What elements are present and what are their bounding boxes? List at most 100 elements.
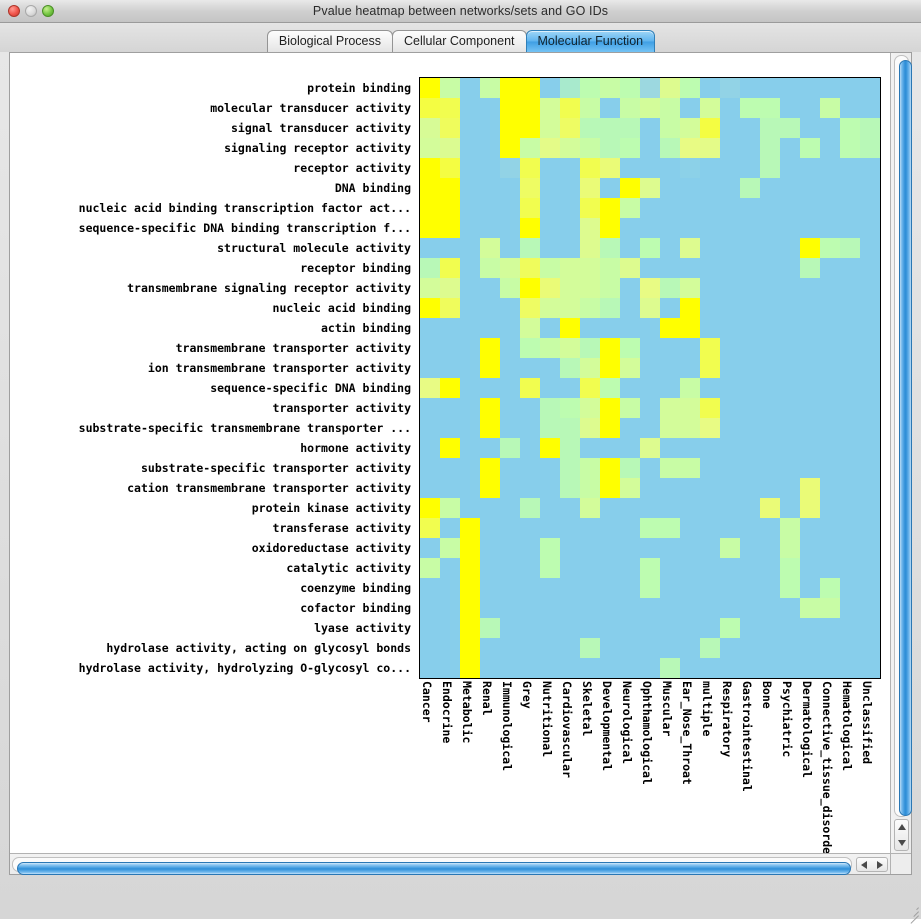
- heatmap-cell[interactable]: [780, 458, 800, 478]
- heatmap-cell[interactable]: [500, 138, 520, 158]
- heatmap-cell[interactable]: [660, 338, 680, 358]
- heatmap-cell[interactable]: [780, 118, 800, 138]
- heatmap-cell[interactable]: [680, 438, 700, 458]
- heatmap-cell[interactable]: [420, 338, 440, 358]
- heatmap-cell[interactable]: [680, 638, 700, 658]
- heatmap-cell[interactable]: [600, 258, 620, 278]
- heatmap-cell[interactable]: [420, 558, 440, 578]
- heatmap-cell[interactable]: [480, 638, 500, 658]
- heatmap-cell[interactable]: [420, 238, 440, 258]
- heatmap-cell[interactable]: [800, 318, 820, 338]
- heatmap-cell[interactable]: [440, 358, 460, 378]
- heatmap-cell[interactable]: [840, 298, 860, 318]
- heatmap-cell[interactable]: [760, 198, 780, 218]
- heatmap-cell[interactable]: [760, 438, 780, 458]
- heatmap-cell[interactable]: [500, 78, 520, 98]
- heatmap-cell[interactable]: [620, 398, 640, 418]
- horizontal-scrollbar[interactable]: [10, 853, 890, 875]
- heatmap-cell[interactable]: [460, 118, 480, 138]
- heatmap-cell[interactable]: [620, 498, 640, 518]
- heatmap-cell[interactable]: [820, 298, 840, 318]
- heatmap-cell[interactable]: [820, 198, 840, 218]
- heatmap-cell[interactable]: [540, 438, 560, 458]
- heatmap-cell[interactable]: [520, 218, 540, 238]
- heatmap-cell[interactable]: [860, 158, 880, 178]
- heatmap-cell[interactable]: [520, 258, 540, 278]
- heatmap-cell[interactable]: [500, 518, 520, 538]
- heatmap-cell[interactable]: [440, 598, 460, 618]
- heatmap-cell[interactable]: [840, 218, 860, 238]
- heatmap-cell[interactable]: [760, 98, 780, 118]
- heatmap-cell[interactable]: [640, 138, 660, 158]
- heatmap-cell[interactable]: [840, 258, 860, 278]
- heatmap-cell[interactable]: [440, 118, 460, 138]
- heatmap-cell[interactable]: [460, 318, 480, 338]
- heatmap-cell[interactable]: [620, 518, 640, 538]
- scroll-up-icon[interactable]: [897, 824, 906, 830]
- heatmap-cell[interactable]: [720, 318, 740, 338]
- heatmap-cell[interactable]: [620, 578, 640, 598]
- heatmap-cell[interactable]: [640, 338, 660, 358]
- heatmap-cell[interactable]: [740, 558, 760, 578]
- heatmap-cell[interactable]: [680, 318, 700, 338]
- heatmap-cell[interactable]: [660, 478, 680, 498]
- heatmap-cell[interactable]: [640, 358, 660, 378]
- heatmap-cell[interactable]: [680, 458, 700, 478]
- heatmap-cell[interactable]: [560, 118, 580, 138]
- scroll-down-icon[interactable]: [897, 840, 906, 846]
- heatmap-cell[interactable]: [840, 618, 860, 638]
- heatmap-cell[interactable]: [480, 378, 500, 398]
- heatmap-cell[interactable]: [560, 498, 580, 518]
- heatmap-cell[interactable]: [720, 378, 740, 398]
- heatmap-cell[interactable]: [660, 198, 680, 218]
- heatmap-cell[interactable]: [800, 338, 820, 358]
- heatmap-cell[interactable]: [780, 558, 800, 578]
- heatmap-cell[interactable]: [600, 98, 620, 118]
- heatmap-cell[interactable]: [760, 418, 780, 438]
- heatmap-cell[interactable]: [840, 658, 860, 678]
- heatmap-cell[interactable]: [520, 498, 540, 518]
- heatmap-cell[interactable]: [620, 358, 640, 378]
- heatmap-cell[interactable]: [500, 98, 520, 118]
- heatmap-cell[interactable]: [560, 338, 580, 358]
- heatmap-cell[interactable]: [760, 258, 780, 278]
- heatmap-cell[interactable]: [560, 178, 580, 198]
- heatmap-cell[interactable]: [720, 118, 740, 138]
- heatmap-cell[interactable]: [840, 578, 860, 598]
- heatmap-cell[interactable]: [480, 278, 500, 298]
- heatmap-cell[interactable]: [440, 178, 460, 198]
- heatmap-cell[interactable]: [800, 258, 820, 278]
- heatmap-cell[interactable]: [460, 218, 480, 238]
- heatmap-cell[interactable]: [640, 458, 660, 478]
- heatmap-cell[interactable]: [560, 78, 580, 98]
- heatmap-cell[interactable]: [840, 478, 860, 498]
- heatmap-cell[interactable]: [640, 98, 660, 118]
- heatmap-cell[interactable]: [860, 338, 880, 358]
- heatmap-cell[interactable]: [640, 78, 660, 98]
- heatmap-cell[interactable]: [740, 538, 760, 558]
- heatmap-cell[interactable]: [540, 298, 560, 318]
- heatmap-cell[interactable]: [500, 358, 520, 378]
- heatmap-cell[interactable]: [540, 518, 560, 538]
- heatmap-cell[interactable]: [660, 638, 680, 658]
- heatmap-cell[interactable]: [720, 78, 740, 98]
- heatmap-cell[interactable]: [840, 458, 860, 478]
- heatmap-cell[interactable]: [840, 278, 860, 298]
- heatmap-cell[interactable]: [460, 278, 480, 298]
- heatmap-cell[interactable]: [420, 398, 440, 418]
- heatmap-cell[interactable]: [540, 558, 560, 578]
- heatmap-cell[interactable]: [480, 558, 500, 578]
- heatmap-cell[interactable]: [460, 238, 480, 258]
- heatmap-cell[interactable]: [820, 478, 840, 498]
- heatmap-cell[interactable]: [540, 138, 560, 158]
- heatmap-cell[interactable]: [500, 458, 520, 478]
- heatmap-cell[interactable]: [660, 498, 680, 518]
- heatmap-cell[interactable]: [740, 318, 760, 338]
- heatmap-cell[interactable]: [680, 498, 700, 518]
- heatmap-cell[interactable]: [780, 238, 800, 258]
- heatmap-cell[interactable]: [520, 318, 540, 338]
- heatmap-cell[interactable]: [720, 218, 740, 238]
- heatmap-cell[interactable]: [700, 658, 720, 678]
- heatmap-cell[interactable]: [860, 438, 880, 458]
- heatmap-cell[interactable]: [700, 378, 720, 398]
